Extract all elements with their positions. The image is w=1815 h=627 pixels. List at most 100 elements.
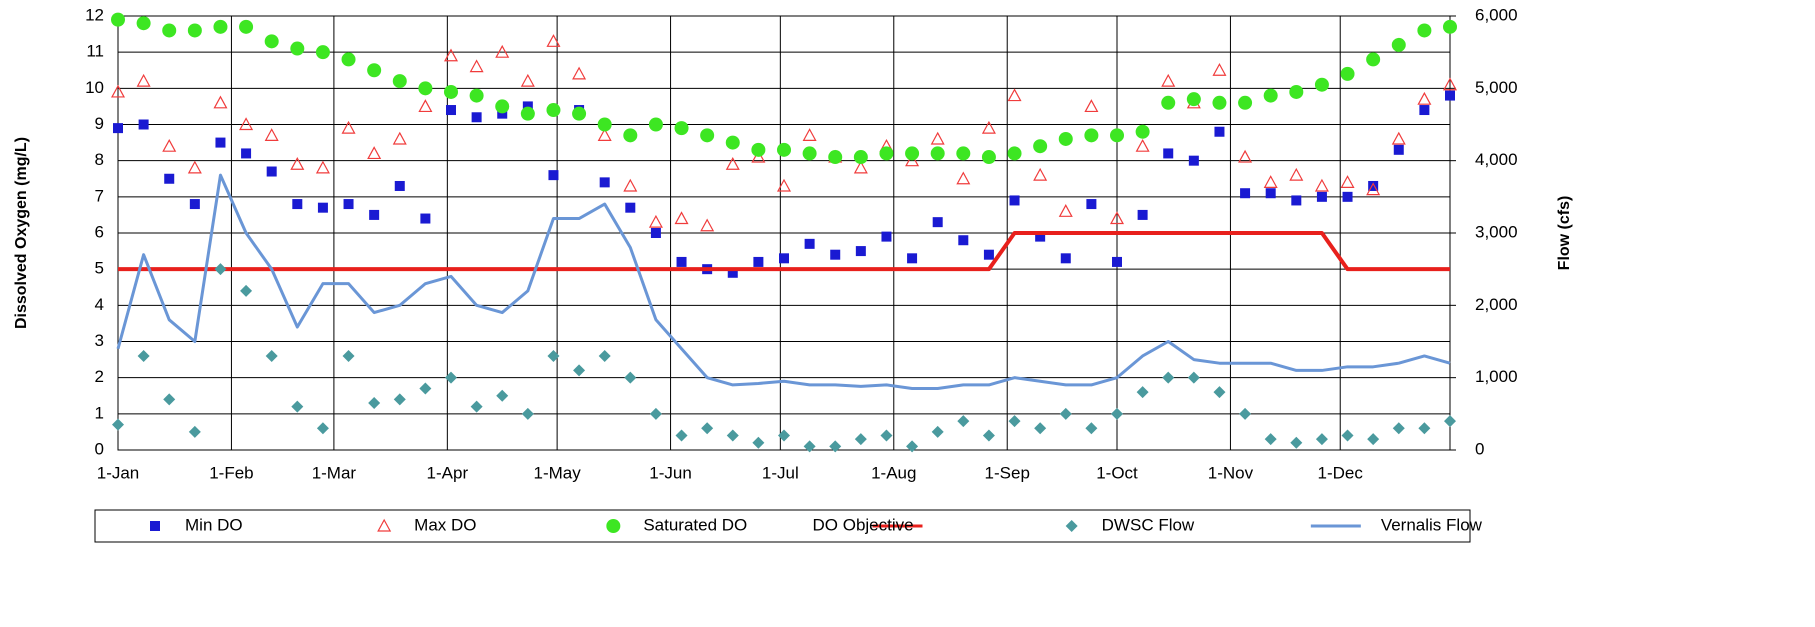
circle-marker bbox=[930, 146, 945, 161]
triangle-marker bbox=[239, 117, 254, 131]
y-tick-label: 10 bbox=[85, 78, 104, 97]
diamond-marker bbox=[1008, 415, 1021, 428]
diamond-marker bbox=[1085, 422, 1098, 435]
series-line bbox=[118, 231, 1450, 272]
circle-marker bbox=[418, 81, 433, 96]
diamond-marker bbox=[393, 393, 406, 406]
square-marker bbox=[932, 217, 943, 228]
circle-marker bbox=[1366, 52, 1381, 67]
triangle-marker bbox=[1212, 62, 1227, 76]
diamond-marker bbox=[1392, 422, 1405, 435]
diamond-marker bbox=[880, 429, 893, 442]
x-tick-label: 1-Apr bbox=[427, 463, 469, 482]
square-marker bbox=[650, 228, 661, 238]
square-marker bbox=[471, 112, 482, 123]
square-marker bbox=[189, 199, 200, 210]
square-marker bbox=[1214, 126, 1225, 137]
diamond-marker bbox=[496, 389, 509, 402]
triangle-marker bbox=[162, 138, 177, 152]
circle-marker bbox=[777, 142, 791, 157]
circle-marker bbox=[264, 34, 279, 49]
square-marker bbox=[1137, 209, 1148, 220]
diamond-marker bbox=[547, 349, 560, 362]
triangle-marker bbox=[1417, 91, 1432, 105]
circle-marker bbox=[572, 106, 587, 121]
triangle-marker bbox=[315, 160, 330, 174]
circle-marker bbox=[1058, 131, 1073, 146]
square-marker bbox=[1086, 199, 1097, 210]
series-line bbox=[116, 173, 1451, 391]
diamond-marker bbox=[1136, 386, 1149, 399]
diamond-marker bbox=[419, 382, 432, 395]
square-marker bbox=[215, 137, 226, 148]
square-marker bbox=[1188, 155, 1199, 166]
square-marker bbox=[727, 267, 738, 278]
triangle-marker bbox=[853, 160, 868, 174]
square-marker bbox=[241, 148, 252, 159]
square-marker bbox=[164, 173, 175, 184]
circle-marker bbox=[905, 146, 920, 161]
circle-marker bbox=[1391, 37, 1406, 52]
diamond-marker bbox=[1341, 429, 1354, 442]
diamond-marker bbox=[1162, 371, 1175, 384]
triangle-marker bbox=[1109, 211, 1125, 225]
circle-marker bbox=[700, 128, 715, 143]
diamond-marker bbox=[982, 429, 995, 442]
diamond-marker bbox=[291, 400, 304, 413]
diamond-marker bbox=[1444, 415, 1456, 428]
circle-marker bbox=[1161, 95, 1176, 110]
square-marker bbox=[1445, 90, 1455, 101]
square-marker bbox=[1316, 191, 1327, 202]
triangle-marker bbox=[597, 128, 612, 141]
square-marker bbox=[420, 213, 431, 224]
diamond-marker bbox=[1239, 407, 1252, 420]
square-marker bbox=[369, 209, 380, 220]
diamond-marker bbox=[521, 407, 534, 420]
y-tick-label: 11 bbox=[86, 42, 104, 61]
square-marker bbox=[855, 246, 866, 257]
square-marker bbox=[497, 108, 508, 119]
x-tick-label: 1-Mar bbox=[312, 463, 357, 482]
triangle-marker bbox=[443, 48, 459, 62]
diamond-marker bbox=[137, 349, 150, 362]
x-tick-label: 1-Dec bbox=[1318, 463, 1364, 482]
plot-frame bbox=[117, 15, 1451, 451]
circle-marker bbox=[802, 146, 817, 161]
square-marker bbox=[1368, 180, 1379, 191]
circle-marker bbox=[606, 519, 621, 533]
x-tick-label: 1-Jun bbox=[649, 463, 692, 482]
diamond-marker bbox=[112, 418, 124, 431]
diamond-marker bbox=[1290, 436, 1303, 449]
triangle-marker bbox=[110, 84, 126, 98]
legend-box bbox=[94, 509, 1471, 543]
square-marker bbox=[1009, 195, 1020, 206]
y-tick-label: 9 bbox=[95, 114, 104, 133]
triangle-marker bbox=[1033, 167, 1048, 181]
square-marker bbox=[394, 180, 405, 191]
circle-marker bbox=[1007, 146, 1022, 161]
triangle-marker bbox=[1058, 204, 1073, 217]
square-marker bbox=[804, 238, 815, 249]
y2-axis-title: Flow (cfs) bbox=[1556, 196, 1573, 271]
triangle-marker bbox=[1442, 77, 1458, 91]
circle-marker bbox=[290, 41, 305, 56]
triangle-marker bbox=[418, 99, 433, 113]
square-marker bbox=[1240, 188, 1251, 199]
diamond-marker bbox=[675, 429, 688, 442]
circle-marker bbox=[469, 88, 484, 103]
square-marker bbox=[625, 202, 636, 213]
legend-label: Max DO bbox=[414, 515, 476, 534]
diamond-marker bbox=[701, 422, 714, 435]
square-marker bbox=[150, 521, 160, 531]
circle-marker bbox=[981, 150, 996, 165]
y2-tick-label: 6,000 bbox=[1475, 5, 1518, 24]
circle-marker bbox=[648, 117, 663, 132]
triangle-marker bbox=[751, 149, 766, 163]
x-tick-label: 1-Feb bbox=[209, 463, 253, 482]
triangle-marker bbox=[623, 178, 638, 192]
triangle-marker bbox=[1084, 99, 1099, 113]
diamond-marker bbox=[803, 440, 816, 453]
x-tick-label: 1-Oct bbox=[1096, 463, 1138, 482]
triangle-marker bbox=[1340, 175, 1355, 188]
diamond-marker bbox=[931, 425, 944, 438]
